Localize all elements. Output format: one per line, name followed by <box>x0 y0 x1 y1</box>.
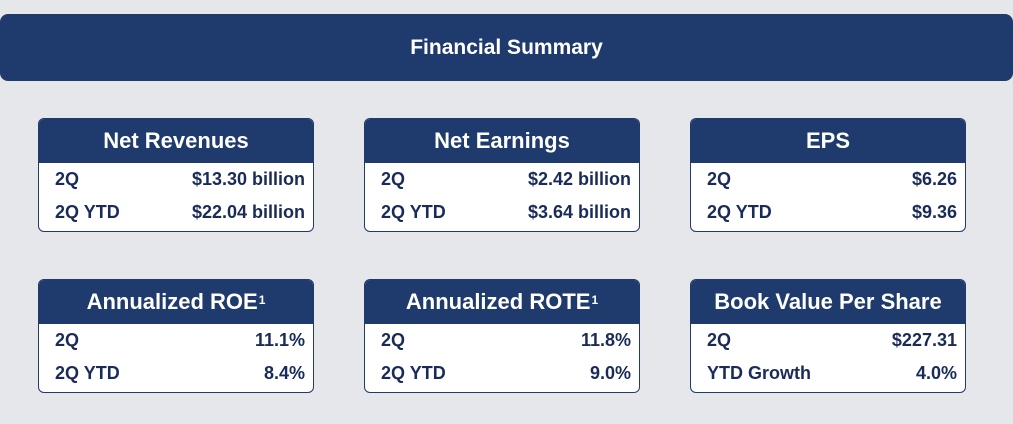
row-label: 2Q <box>55 330 80 350</box>
row-label: 2Q YTD <box>707 202 772 222</box>
card-row: 2Q $13.30 billion <box>39 163 313 196</box>
row-label: 2Q YTD <box>55 363 120 383</box>
row-value: 11.8% <box>580 330 631 350</box>
card-net-earnings: Net Earnings 2Q $2.42 billion 2Q YTD $3.… <box>364 118 640 232</box>
row-label: 2Q <box>707 169 732 189</box>
card-header: Net Revenues <box>39 119 313 163</box>
card-header: Annualized ROTE 1 <box>365 280 639 324</box>
row-label: 2Q <box>381 330 406 350</box>
card-row: 2Q $227.31 <box>691 324 965 357</box>
row-label: YTD Growth <box>707 363 811 383</box>
card-row: 2Q YTD 9.0% <box>365 357 639 390</box>
row-value: $2.42 billion <box>527 169 631 189</box>
row-value: 11.1% <box>254 330 305 350</box>
card-annualized-rote: Annualized ROTE 1 2Q 11.8% 2Q YTD 9.0% <box>364 279 640 393</box>
card-title: Net Earnings <box>434 128 570 153</box>
row-label: 2Q <box>707 330 732 350</box>
card-header: Net Earnings <box>365 119 639 163</box>
card-row: 2Q $6.26 <box>691 163 965 196</box>
card-header: Book Value Per Share <box>691 280 965 324</box>
card-row: 2Q 11.1% <box>39 324 313 357</box>
footnote-marker: 1 <box>591 293 599 307</box>
row-label: 2Q YTD <box>381 363 446 383</box>
row-value: $22.04 billion <box>191 202 305 222</box>
card-book-value-per-share: Book Value Per Share 2Q $227.31 YTD Grow… <box>690 279 966 393</box>
row-value: 4.0% <box>915 363 957 383</box>
card-net-revenues: Net Revenues 2Q $13.30 billion 2Q YTD $2… <box>38 118 314 232</box>
row-value: $13.30 billion <box>191 169 305 189</box>
card-row: 2Q YTD 8.4% <box>39 357 313 390</box>
page-title-banner: Financial Summary <box>0 14 1013 81</box>
card-eps: EPS 2Q $6.26 2Q YTD $9.36 <box>690 118 966 232</box>
page-title: Financial Summary <box>410 35 603 59</box>
card-row: YTD Growth 4.0% <box>691 357 965 390</box>
card-row: 2Q YTD $9.36 <box>691 196 965 229</box>
row-value: $3.64 billion <box>527 202 631 222</box>
row-label: 2Q YTD <box>55 202 120 222</box>
row-value: $9.36 <box>911 202 957 222</box>
card-annualized-roe: Annualized ROE 1 2Q 11.1% 2Q YTD 8.4% <box>38 279 314 393</box>
row-label: 2Q <box>55 169 80 189</box>
card-row: 2Q 11.8% <box>365 324 639 357</box>
card-title: Annualized ROE <box>86 289 258 314</box>
card-row: 2Q YTD $3.64 billion <box>365 196 639 229</box>
card-title: Book Value Per Share <box>714 289 942 314</box>
row-label: 2Q YTD <box>381 202 446 222</box>
card-title: Annualized ROTE <box>405 289 591 314</box>
row-label: 2Q <box>381 169 406 189</box>
row-value: $6.26 <box>911 169 957 189</box>
row-value: 9.0% <box>589 363 631 383</box>
card-row: 2Q YTD $22.04 billion <box>39 196 313 229</box>
card-header: EPS <box>691 119 965 163</box>
card-header: Annualized ROE 1 <box>39 280 313 324</box>
card-row: 2Q $2.42 billion <box>365 163 639 196</box>
row-value: $227.31 <box>891 330 957 350</box>
footnote-marker: 1 <box>258 293 266 307</box>
card-title: EPS <box>805 128 851 153</box>
row-value: 8.4% <box>263 363 305 383</box>
card-title: Net Revenues <box>103 128 249 153</box>
